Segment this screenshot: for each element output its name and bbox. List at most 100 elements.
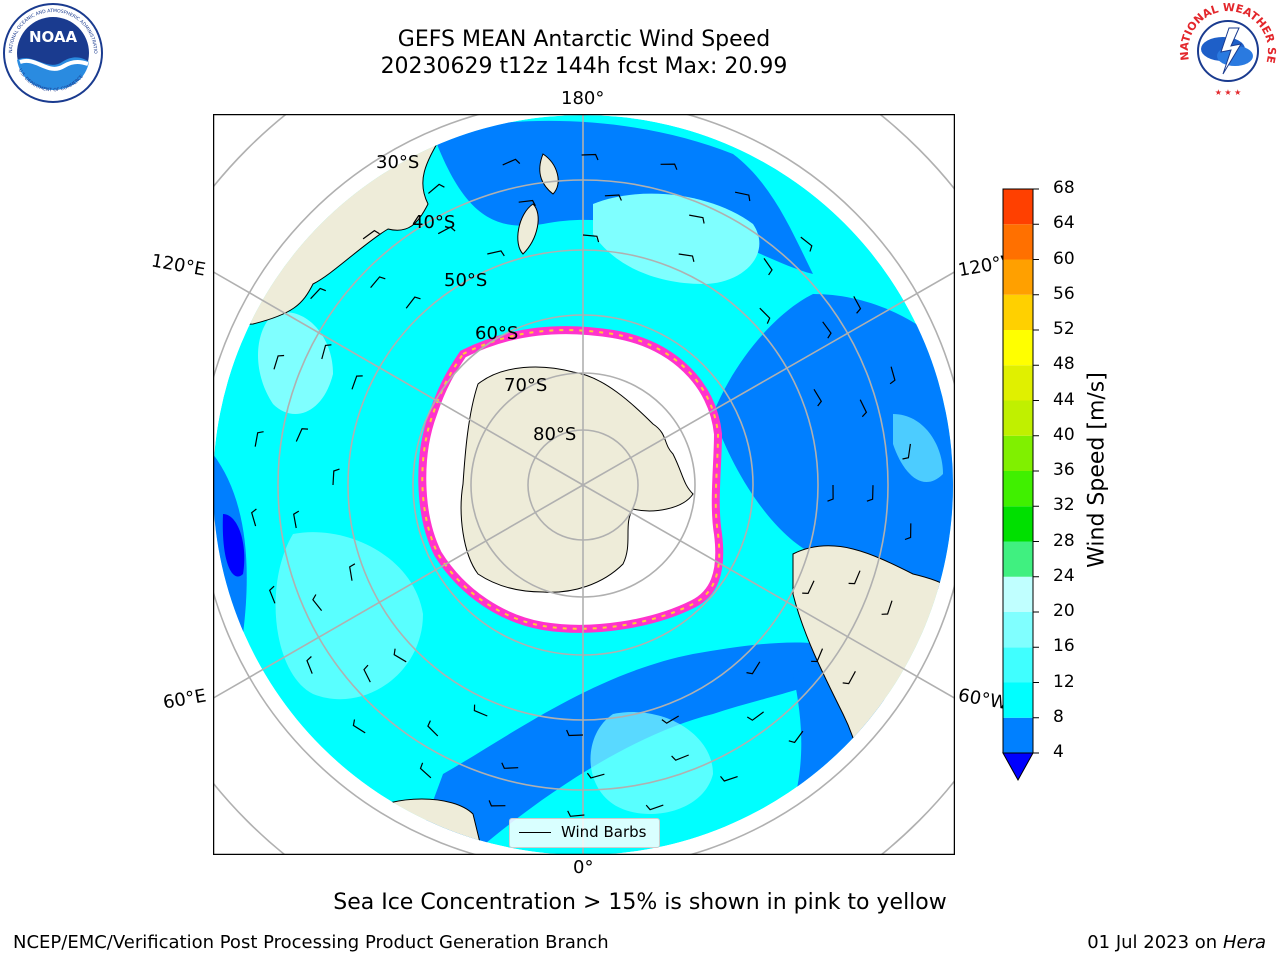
light-wind-region [590,712,713,814]
colorbar-segment [1003,682,1033,718]
wind-barb [566,729,584,737]
colorbar-segment [1003,400,1033,436]
wind-barb [746,711,764,721]
noaa-logo: NOAA NATIONAL OCEANIC AND ATMOSPHERIC AD… [2,2,103,103]
date-text: 01 Jul 2023 on [1087,932,1223,953]
wind-barb [822,321,832,339]
wind-barb [254,431,264,447]
wind-barb [763,258,773,276]
wind-barb [689,214,705,224]
strong-wind-band-south [413,642,863,855]
colorbar-tick-label: 24 [1053,565,1075,586]
wind-barb [586,772,605,779]
wind-barb [904,523,912,541]
wind-barb [734,191,751,202]
wind-barb [488,800,506,807]
lat-label-80s: 80°S [533,424,577,445]
wind-barb [268,585,276,604]
wind-barb [800,236,813,252]
wind-barb [427,720,439,737]
star-icon: ★ ★ ★ [1215,88,1242,97]
lon-label-upper-left: 120°E [149,250,208,281]
colorbar-tick-label: 16 [1053,636,1075,657]
wind-barb [827,484,834,502]
wind-barb [567,810,585,817]
wind-barb [293,510,300,529]
date-stamp: 01 Jul 2023 on Hera [1087,932,1266,953]
wind-barb [788,730,804,744]
lat-label-70s: 70°S [504,375,548,396]
wind-barb [853,296,862,314]
light-wind-region [893,414,943,483]
colorbar-segment [1003,224,1033,260]
colorbar-tick-label: 64 [1053,213,1075,234]
wind-barb [321,344,332,360]
wind-barb [352,719,366,734]
wind-barb [501,762,519,769]
lon-label-lower-left: 60°E [161,685,208,714]
map-legend: Wind Barbs [509,818,660,848]
wind-barb [332,468,340,486]
wind-barb [746,661,761,675]
wind-barb [902,443,911,460]
wind-barb [889,366,896,385]
colorbar-segment [1003,471,1033,507]
colorbar-segment [1003,717,1033,753]
wind-barb [351,375,363,390]
lat-label-60s: 60°S [475,323,519,344]
wind-barb [295,428,309,442]
colorbar-tick-label: 40 [1053,424,1075,445]
light-wind-region [593,193,760,284]
strongest-wind-patch [222,514,245,577]
graticule [213,114,955,855]
wind-barb [306,656,313,674]
wind-barb [362,229,380,240]
wind-barb [273,354,285,370]
host-text: Hera [1222,932,1266,953]
colorbar-tick-label: 8 [1053,706,1064,727]
colorbar-segment [1003,647,1033,683]
wind-barb [370,276,386,288]
wind-barb [487,250,505,257]
map-subtitle: 20230629 t12z 144h fcst Max: 20.99 [380,54,788,79]
wind-barb [363,664,371,683]
colorbar-tick-label: 12 [1053,671,1075,692]
wind-barb [866,485,874,502]
wind-barb [720,776,738,782]
colorbar-tick-label: 44 [1053,389,1075,410]
lat-label-50s: 50°S [444,270,488,291]
colorbar-tick-label: 56 [1053,283,1075,304]
lat-label-30s: 30°S [376,152,420,173]
wind-barb [848,570,861,585]
map-title: GEFS MEAN Antarctic Wind Speed [397,27,771,52]
colorbar-segment [1003,330,1033,366]
lat-label-40s: 40°S [412,212,456,233]
wind-barb [428,183,445,194]
wind-barb [660,163,678,170]
colorbar-segment [1003,576,1033,612]
light-wind-region [258,312,333,414]
wind-barb [581,153,599,161]
wind-barb [678,253,695,262]
colorbar-segment [1003,294,1033,330]
wind-barb [881,600,893,615]
wind-barb [842,671,856,685]
wind-speed-colorbar [1002,188,1039,782]
colorbar-tick-label: 60 [1053,248,1075,269]
colorbar-segment [1003,189,1033,225]
lon-label-bottom: 0° [573,857,594,878]
wind-barb [518,199,536,207]
colorbar-tick-label: 28 [1053,530,1075,551]
wind-barb [859,399,868,418]
wind-barb-legend-line [519,832,551,833]
wind-barb [502,158,521,166]
new-zealand-landmass [517,153,559,255]
legend-label: Wind Barbs [561,823,647,841]
colorbar-tick-label: 32 [1053,495,1075,516]
colorbar-segment [1003,612,1033,648]
wind-barb [405,296,421,309]
wind-barb [671,754,689,761]
colorbar-tick-label: 20 [1053,601,1075,621]
credit-text: NCEP/EMC/Verification Post Processing Pr… [13,932,609,953]
wind-barb [310,287,327,300]
